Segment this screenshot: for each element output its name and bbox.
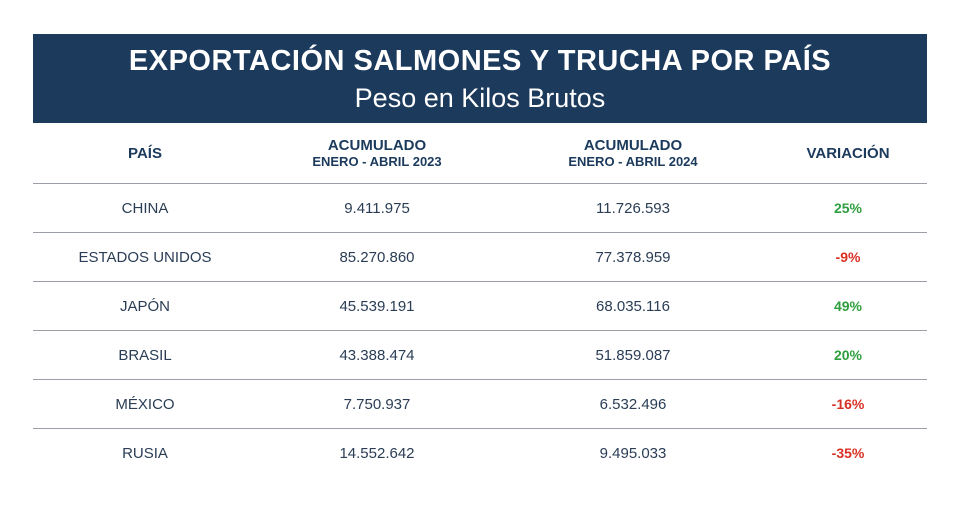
- cell-2024-value: 68.035.116: [497, 281, 769, 331]
- cell-2023-value: 7.750.937: [257, 379, 497, 429]
- table-subtitle: Peso en Kilos Brutos: [354, 83, 606, 113]
- table-row: JAPÓN 45.539.191 68.035.116 49%: [33, 281, 927, 331]
- export-table: PAÍS ACUMULADO ENERO - ABRIL 2023 ACUMUL…: [33, 123, 927, 477]
- table-row: ESTADOS UNIDOS 85.270.860 77.378.959 -9%: [33, 232, 927, 282]
- cell-country: ESTADOS UNIDOS: [33, 232, 257, 282]
- column-header-country: PAÍS: [33, 123, 257, 184]
- export-table-card: EXPORTACIÓN SALMONES Y TRUCHA POR PAÍS P…: [33, 34, 927, 477]
- cell-country: RUSIA: [122, 444, 168, 462]
- cell-variation: -9%: [769, 232, 927, 282]
- cell-2023-value: 45.539.191: [257, 281, 497, 331]
- cell-country: JAPÓN: [33, 281, 257, 331]
- cell-2024-value: 11.726.593: [497, 183, 769, 233]
- cell-country: CHINA: [33, 183, 257, 233]
- cell-2023-value: 9.411.975: [257, 183, 497, 233]
- column-header-2023: ACUMULADO ENERO - ABRIL 2023: [257, 123, 497, 184]
- table-row: BRASIL 43.388.474 51.859.087 20%: [33, 330, 927, 380]
- title-banner: EXPORTACIÓN SALMONES Y TRUCHA POR PAÍS P…: [33, 34, 927, 123]
- cell-2023-value: 14.552.642: [339, 444, 415, 462]
- cell-2024-value: 9.495.033: [599, 444, 667, 462]
- table-row: MÉXICO 7.750.937 6.532.496 -16%: [33, 379, 927, 429]
- column-header-2023-label: ACUMULADO: [327, 136, 427, 154]
- cell-2024-value: 51.859.087: [497, 330, 769, 380]
- table-body: CHINA 9.411.975 11.726.593 25% ESTADOS UNIDO…: [33, 183, 927, 478]
- table-row: CHINA 9.411.975 11.726.593 25%: [33, 183, 927, 233]
- column-header-2024-label: ACUMULADO: [583, 136, 683, 154]
- column-header-variation: VARIACIÓN: [769, 123, 927, 184]
- cell-variation: 49%: [769, 281, 927, 331]
- cell-country: MÉXICO: [33, 379, 257, 429]
- cell-2024-value: 77.378.959: [497, 232, 769, 282]
- cell-2023-value: 43.388.474: [257, 330, 497, 380]
- table-title: EXPORTACIÓN SALMONES Y TRUCHA POR PAÍS: [128, 45, 832, 77]
- column-header-country-label: PAÍS: [128, 144, 162, 162]
- cell-2023-value: 85.270.860: [257, 232, 497, 282]
- header-row: PAÍS ACUMULADO ENERO - ABRIL 2023 ACUMUL…: [33, 123, 927, 184]
- cell-variation: 25%: [769, 183, 927, 233]
- table-row: RUSIA 14.552.642 9.495.033 -35%: [33, 429, 927, 478]
- cell-variation: 20%: [769, 330, 927, 380]
- cell-variation: -16%: [769, 379, 927, 429]
- column-header-2023-period: ENERO - ABRIL 2023: [312, 153, 442, 169]
- cell-2024-value: 6.532.496: [497, 379, 769, 429]
- cell-variation: -35%: [831, 445, 865, 461]
- column-header-2024: ACUMULADO ENERO - ABRIL 2024: [497, 123, 769, 184]
- column-header-variation-label: VARIACIÓN: [806, 144, 890, 162]
- column-header-2024-period: ENERO - ABRIL 2024: [568, 153, 698, 169]
- cell-country: BRASIL: [33, 330, 257, 380]
